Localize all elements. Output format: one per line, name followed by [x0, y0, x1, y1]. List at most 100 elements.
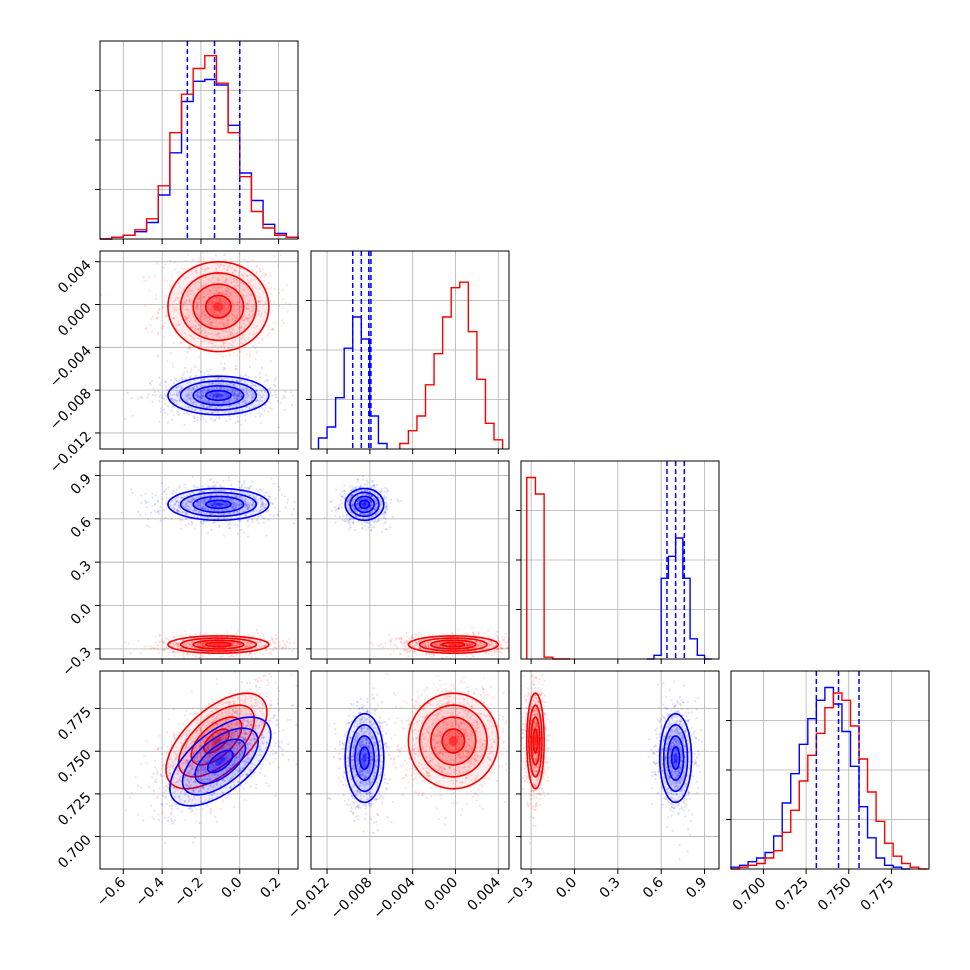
scatter-point: [373, 507, 376, 510]
scatter-point: [276, 513, 279, 516]
scatter-point: [189, 394, 192, 397]
scatter-point: [219, 310, 222, 313]
scatter-point: [370, 528, 373, 532]
scatter-point: [186, 371, 189, 374]
scatter-point: [212, 393, 215, 396]
scatter-point: [217, 377, 220, 381]
scatter-point: [367, 516, 370, 519]
scatter-point: [350, 494, 353, 497]
scatter-point: [354, 510, 357, 513]
scatter-point: [281, 493, 284, 496]
scatter-point: [238, 643, 241, 646]
scatter-point: [215, 307, 218, 310]
scatter-point: [218, 387, 221, 390]
contour-panel-2-0: 0.90.60.30.0−0.3: [59, 460, 299, 680]
scatter-point: [362, 512, 365, 516]
scatter-point: [201, 394, 204, 397]
scatter-point: [183, 423, 186, 426]
scatter-point: [366, 508, 370, 511]
scatter-point: [269, 386, 272, 390]
scatter-point: [218, 502, 221, 505]
scatter-point: [162, 648, 166, 651]
scatter-point: [211, 395, 214, 398]
scatter-point: [190, 392, 193, 395]
scatter-point: [257, 510, 261, 513]
density-fill-blue: [213, 502, 224, 506]
scatter-point: [218, 525, 221, 528]
scatter-point: [244, 394, 247, 397]
scatter-point: [182, 304, 185, 307]
scatter-point: [246, 394, 249, 397]
scatter-point: [217, 643, 220, 646]
scatter-point: [237, 393, 240, 396]
scatter-point: [234, 365, 237, 368]
scatter-point: [374, 498, 377, 501]
scatter-point: [160, 482, 163, 485]
scatter-point: [197, 643, 200, 646]
scatter-point: [374, 503, 377, 506]
scatter-point: [227, 401, 230, 404]
scatter-point: [230, 281, 233, 284]
scatter-point: [210, 405, 213, 408]
scatter-point: [374, 503, 377, 506]
scatter-point: [384, 509, 387, 512]
scatter-point: [218, 502, 221, 505]
scatter-point: [209, 324, 212, 327]
scatter-point: [177, 510, 180, 513]
scatter-point: [209, 486, 212, 489]
scatter-point: [219, 262, 222, 265]
scatter-point: [174, 299, 177, 302]
scatter-point: [254, 375, 257, 379]
scatter-point: [231, 328, 234, 331]
scatter-point: [228, 513, 231, 516]
scatter-point: [185, 412, 188, 415]
scatter-point: [201, 268, 204, 271]
scatter-point: [165, 493, 168, 496]
scatter-point: [153, 503, 157, 506]
scatter-point: [221, 642, 225, 646]
scatter-point: [270, 286, 273, 289]
scatter-point: [245, 503, 248, 506]
scatter-point: [152, 646, 155, 649]
scatter-point: [185, 398, 188, 401]
scatter-point: [238, 301, 241, 304]
scatter-point: [179, 510, 182, 513]
scatter-point: [186, 293, 189, 296]
scatter-point: [181, 496, 184, 499]
scatter-point: [188, 297, 191, 300]
scatter-point: [199, 506, 202, 510]
scatter-point: [200, 390, 203, 393]
scatter-point: [235, 332, 238, 335]
scatter-point: [359, 485, 362, 489]
scatter-point: [278, 510, 281, 513]
scatter-point: [164, 263, 167, 266]
scatter-point: [405, 639, 408, 642]
scatter-point: [268, 388, 271, 391]
scatter-point: [218, 643, 221, 646]
scatter-point: [233, 494, 236, 497]
scatter-point: [242, 531, 245, 534]
scatter-point: [211, 382, 214, 385]
scatter-point: [207, 295, 210, 298]
scatter-point: [359, 486, 362, 489]
scatter-point: [204, 315, 207, 318]
scatter-point: [496, 647, 499, 651]
scatter-point: [381, 512, 384, 515]
scatter-point: [285, 284, 288, 287]
scatter-point: [365, 493, 368, 496]
scatter-point: [202, 645, 205, 648]
scatter-point: [361, 493, 364, 496]
scatter-point: [239, 379, 243, 382]
scatter-point: [239, 350, 242, 353]
scatter-point: [271, 327, 274, 331]
scatter-point: [260, 412, 263, 415]
scatter-point: [231, 643, 234, 646]
scatter-point: [226, 287, 230, 290]
scatter-point: [198, 324, 201, 327]
scatter-point: [226, 334, 230, 337]
scatter-point: [215, 314, 218, 317]
scatter-point: [257, 490, 260, 493]
scatter-point: [224, 279, 227, 282]
scatter-point: [234, 399, 237, 403]
scatter-point: [154, 494, 157, 497]
